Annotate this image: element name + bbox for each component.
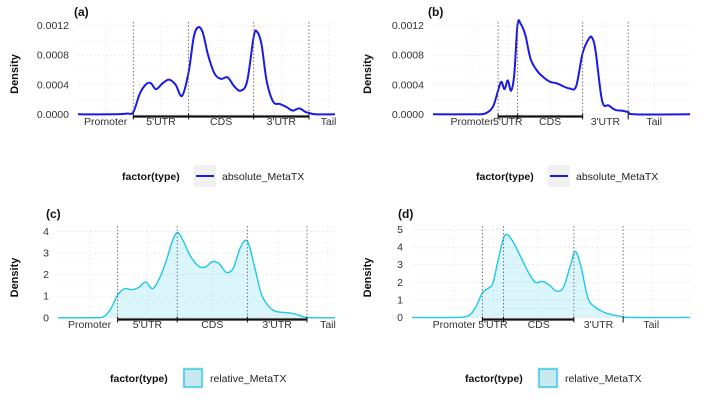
y-tick-label: 3 <box>43 247 49 259</box>
y-tick-label: 0.0000 <box>392 109 424 121</box>
panel-label: (a) <box>74 5 89 19</box>
y-tick-label: 0.0004 <box>392 79 424 91</box>
y-tick-label: 4 <box>43 226 49 238</box>
y-tick-label: 3 <box>397 259 403 271</box>
x-region-label: Promoter <box>450 116 494 128</box>
x-region-label: CDS <box>539 116 561 128</box>
legend-entry: absolute_MetaTX <box>576 171 658 183</box>
legend-title: factor(type) <box>476 171 534 183</box>
legend: factor(type) absolute_MetaTX <box>476 165 658 187</box>
panel-label: (d) <box>398 207 413 221</box>
series-line-0 <box>57 231 336 319</box>
panel-2: 0 1 2 3 4 Density (c) Promoter 5'UTR CDS 3'UTR Tail… <box>9 207 336 389</box>
y-tick-label: 2 <box>43 269 49 281</box>
y-axis-title: Density <box>362 257 374 298</box>
y-tick-label: 2 <box>397 277 403 289</box>
x-region-label: Tail <box>321 116 337 128</box>
x-region-label: Promoter <box>84 116 128 128</box>
series-line-0 <box>77 26 336 116</box>
y-axis-title: Density <box>9 257 21 298</box>
y-tick-label: 0 <box>43 312 49 324</box>
x-region-label: Tail <box>320 319 336 331</box>
legend-title: factor(type) <box>110 373 168 385</box>
x-region-label: CDS <box>201 319 223 331</box>
y-axis-title: Density <box>9 53 21 94</box>
y-tick-label: 0.0004 <box>37 79 69 91</box>
series-line-0 <box>411 233 691 319</box>
y-tick-label: 0.0012 <box>392 20 424 32</box>
y-tick-label: 4 <box>397 242 403 254</box>
x-region-label: Promoter <box>433 319 477 331</box>
x-region-label: CDS <box>528 319 550 331</box>
y-tick-label: 0.0008 <box>37 50 69 62</box>
series-area-0 <box>58 232 335 318</box>
y-tick-label: 0.0008 <box>392 50 424 62</box>
x-region-label: Tail <box>646 116 662 128</box>
panel-1: 0.0000 0.0004 0.0008 0.0012 Density (b) Promot… <box>362 5 691 187</box>
series-area-0 <box>412 234 690 318</box>
x-region-label: 5'UTR <box>493 116 523 128</box>
x-region-label: 5'UTR <box>133 319 163 331</box>
panel-label: (b) <box>428 5 443 19</box>
legend-key <box>538 368 558 388</box>
panel-3: 0 1 2 3 4 5 Density (d) Promoter 5'UTR CDS 3'UTR Tai… <box>362 207 691 389</box>
legend-title: factor(type) <box>122 171 180 183</box>
x-region-label: 5'UTR <box>146 116 176 128</box>
x-region-label: Promoter <box>68 319 112 331</box>
y-tick-label: 0 <box>397 312 403 324</box>
y-tick-label: 0.0000 <box>37 109 69 121</box>
y-tick-label: 5 <box>397 224 403 236</box>
legend-key-bg <box>537 367 559 389</box>
y-tick-label: 1 <box>43 291 49 303</box>
legend-title: factor(type) <box>465 373 523 385</box>
x-region-label: 3'UTR <box>267 116 297 128</box>
x-region-label: CDS <box>210 116 232 128</box>
legend-entry: relative_MetaTX <box>210 373 286 385</box>
y-tick-label: 0.0012 <box>37 20 69 32</box>
x-region-label: Tail <box>643 319 659 331</box>
panel-0: 0.0000 0.0004 0.0008 0.0012 Density (a) Promot… <box>9 5 336 187</box>
y-axis-title: Density <box>362 53 374 94</box>
legend: factor(type) relative_MetaTX <box>465 367 641 389</box>
series-line-0 <box>432 19 691 116</box>
legend: factor(type) absolute_MetaTX <box>122 165 304 187</box>
legend-entry: absolute_MetaTX <box>222 171 304 183</box>
x-region-label: 3'UTR <box>591 116 621 128</box>
legend-key-bg <box>182 367 204 389</box>
y-tick-label: 1 <box>397 294 403 306</box>
x-region-label: 3'UTR <box>262 319 292 331</box>
legend: factor(type) relative_MetaTX <box>110 367 286 389</box>
legend-key <box>183 368 203 388</box>
x-region-label: 3'UTR <box>584 319 614 331</box>
panel-label: (c) <box>46 207 61 221</box>
x-region-label: 5'UTR <box>478 319 508 331</box>
legend-entry: relative_MetaTX <box>565 373 641 385</box>
